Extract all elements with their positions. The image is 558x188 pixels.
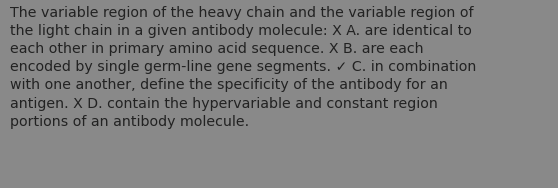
Text: The variable region of the heavy chain and the variable region of
the light chai: The variable region of the heavy chain a… bbox=[10, 6, 477, 129]
